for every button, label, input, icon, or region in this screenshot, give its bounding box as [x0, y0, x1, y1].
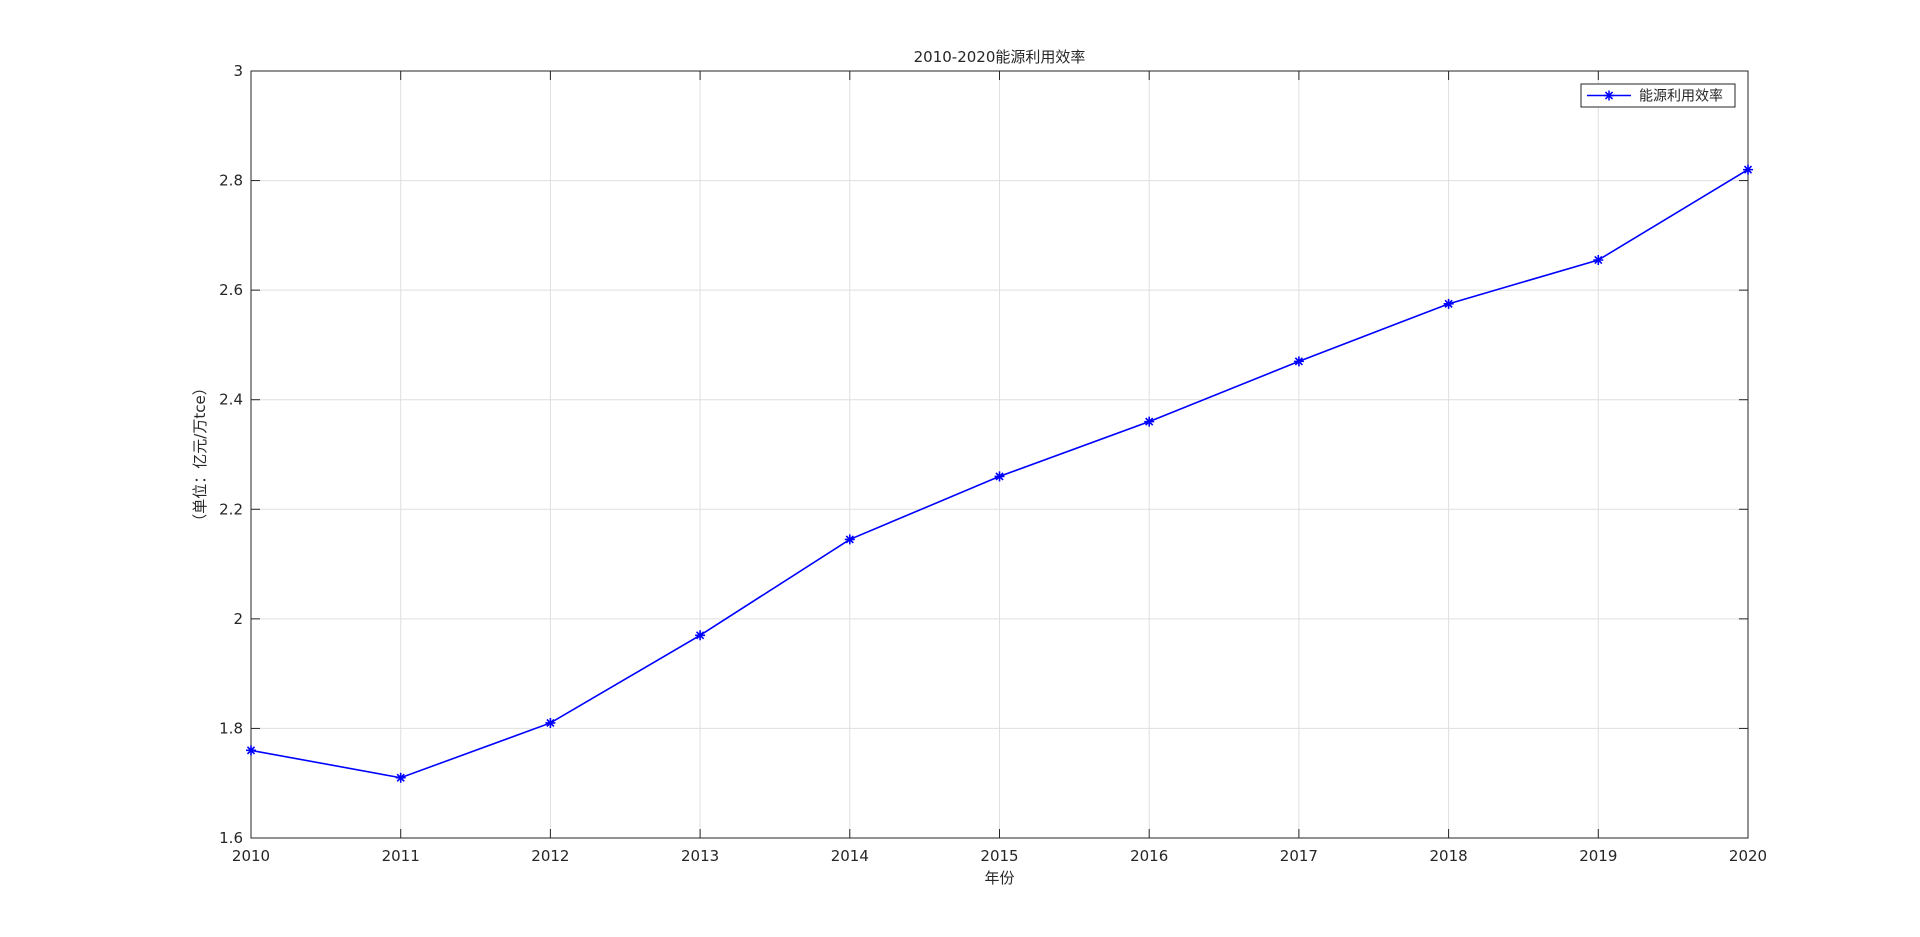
x-tick-label: 2012	[531, 847, 569, 865]
legend: 能源利用效率	[1580, 83, 1736, 108]
y-tick-label: 2	[233, 610, 243, 628]
data-point-marker	[994, 471, 1005, 482]
x-tick-label: 2014	[831, 847, 869, 865]
grid-lines	[251, 71, 1748, 838]
y-tick-label: 2.4	[219, 391, 243, 409]
y-tick-label: 1.8	[219, 719, 243, 737]
y-tick-label: 2.2	[219, 500, 243, 518]
data-point-marker	[1293, 356, 1304, 367]
chart-title: 2010-2020能源利用效率	[914, 48, 1086, 66]
legend-marker	[1604, 90, 1614, 101]
legend-entry-label: 能源利用效率	[1639, 88, 1723, 105]
y-tick-label: 2.8	[219, 172, 243, 190]
data-point-marker	[1593, 255, 1604, 266]
data-point-marker	[1743, 164, 1753, 175]
series-layer	[246, 164, 1753, 783]
x-tick-label: 2015	[980, 847, 1018, 865]
data-point-marker	[1443, 298, 1454, 309]
data-point-marker	[1144, 416, 1155, 427]
y-tick-label: 3	[233, 62, 243, 80]
legend-box	[1580, 83, 1736, 108]
x-tick-label: 2013	[681, 847, 719, 865]
data-point-marker	[395, 772, 406, 783]
tick-labels: 2010 2011 2012 2013 2014 2015 2016 2017 2018 2019…	[219, 62, 1767, 865]
x-tick-label: 2018	[1430, 847, 1468, 865]
data-point-marker	[844, 534, 855, 545]
x-tick-label: 2011	[382, 847, 420, 865]
x-tick-label: 2019	[1579, 847, 1617, 865]
x-tick-label: 2010	[232, 847, 270, 865]
data-point-marker	[695, 630, 706, 641]
data-point-marker	[246, 745, 256, 756]
x-tick-label: 2016	[1130, 847, 1168, 865]
x-tick-label: 2017	[1280, 847, 1318, 865]
y-tick-label: 2.6	[219, 281, 243, 299]
data-point-marker	[545, 717, 556, 728]
axes	[250, 70, 1749, 839]
y-tick-label: 1.6	[219, 829, 243, 847]
x-axis-label: 年份	[984, 869, 1014, 887]
y-axis-label: （单位：亿元/万tce）	[191, 380, 209, 528]
x-tick-label: 2020	[1729, 847, 1767, 865]
